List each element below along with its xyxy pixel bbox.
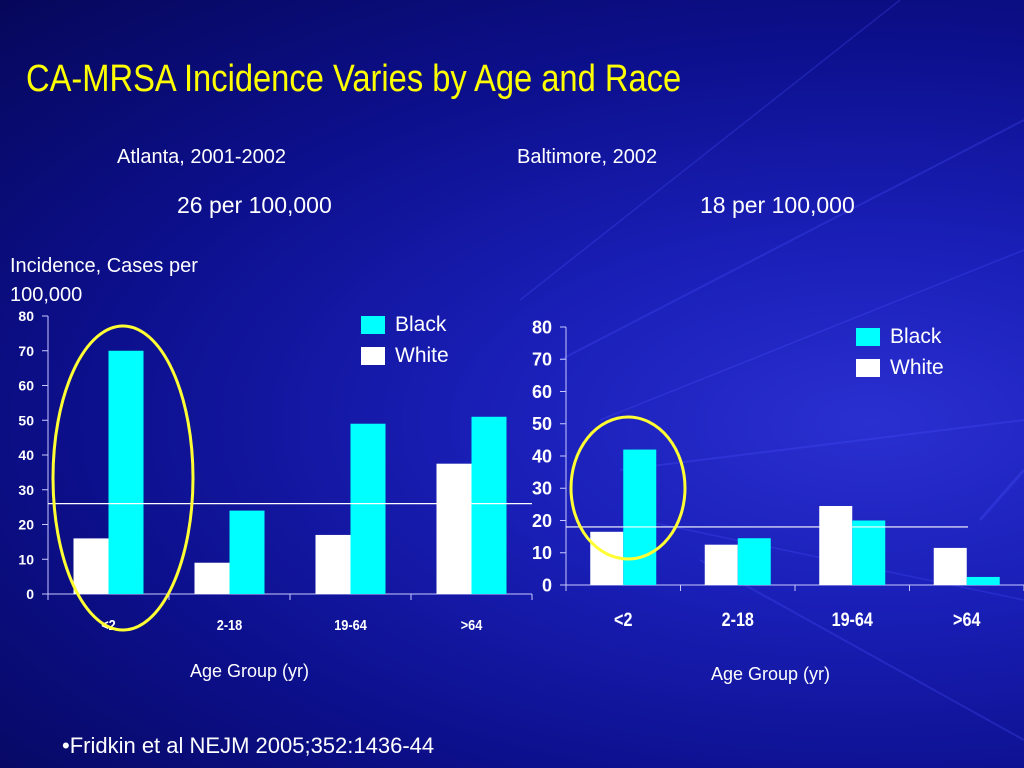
bar-black [229,510,265,594]
baltimore-chart: 0 10 20 30 40 50 60 70 80 <2 2-18 19-64 >64 [532,317,1024,630]
y-tick-label: 50 [532,414,552,434]
bar-black [966,576,1000,585]
y-tick-label: 10 [532,543,552,563]
legend-label-black: Black [890,325,942,348]
legend-item-white: White [856,352,944,383]
x-tick-label: 2-18 [722,609,754,631]
y-tick-label: 10 [18,551,34,567]
bar-white [436,463,472,594]
y-tick-label: 20 [18,517,34,533]
bar-black [350,423,386,594]
y-tick-label: 70 [18,343,34,359]
baltimore-legend: Black White [856,321,944,383]
legend-item-black: Black [361,309,449,340]
bar-white [73,538,109,594]
slide-title: CA-MRSA Incidence Varies by Age and Race [26,58,682,100]
legend-item-black: Black [856,321,944,352]
bar-white [194,562,230,594]
x-tick-label: 2-18 [217,616,243,633]
bar-black [852,520,886,585]
y-tick-label: 60 [532,382,552,402]
legend-item-white: White [361,340,449,371]
bar-black [108,350,144,594]
legend-swatch-white [361,346,385,365]
baltimore-subtitle: Baltimore, 2002 [517,146,658,168]
y-tick-label: 30 [18,482,34,498]
legend-swatch-black [856,327,880,346]
legend-swatch-black [361,315,385,334]
highlight-ellipse [569,415,687,561]
x-tick-label: >64 [953,609,981,631]
citation-footnote: •Fridkin et al NEJM 2005;352:1436-44 [62,733,435,758]
y-tick-label: 80 [532,317,552,337]
legend-label-white: White [395,344,449,367]
y-tick-label: 50 [18,412,34,428]
y-tick-label: 0 [542,575,552,595]
baltimore-x-axis-title: Age Group (yr) [711,664,831,684]
bar-white [315,534,351,594]
y-tick-label: 30 [532,479,552,499]
baltimore-rate: 18 per 100,000 [700,192,855,218]
bar-black [471,416,507,594]
bar-white [704,544,738,585]
legend-label-white: White [890,356,944,379]
bar-black [623,449,657,585]
y-tick-label: 60 [18,378,34,394]
y-axis-title: Incidence, Cases per 100,000 [10,255,198,306]
y-tick-label: 70 [532,350,552,370]
x-tick-label: 19-64 [832,609,873,631]
y-tick-label: 80 [18,308,34,324]
legend-swatch-white [856,358,880,377]
y-tick-label: 40 [18,447,34,463]
atlanta-x-axis-title: Age Group (yr) [190,661,310,681]
y-tick-label: 40 [532,446,552,466]
atlanta-legend: Black White [361,309,449,371]
x-tick-label: <2 [614,609,633,631]
highlight-ellipse [51,324,195,632]
bar-white [933,547,967,585]
y-tick-label: 0 [26,586,34,602]
x-tick-label: 19-64 [334,616,367,633]
legend-label-black: Black [395,313,447,336]
y-tick-label: 20 [532,511,552,531]
x-tick-label: >64 [461,616,483,633]
bar-white [819,505,853,585]
atlanta-subtitle: Atlanta, 2001-2002 [117,146,287,168]
bar-black [737,538,771,585]
atlanta-rate: 26 per 100,000 [177,192,332,218]
